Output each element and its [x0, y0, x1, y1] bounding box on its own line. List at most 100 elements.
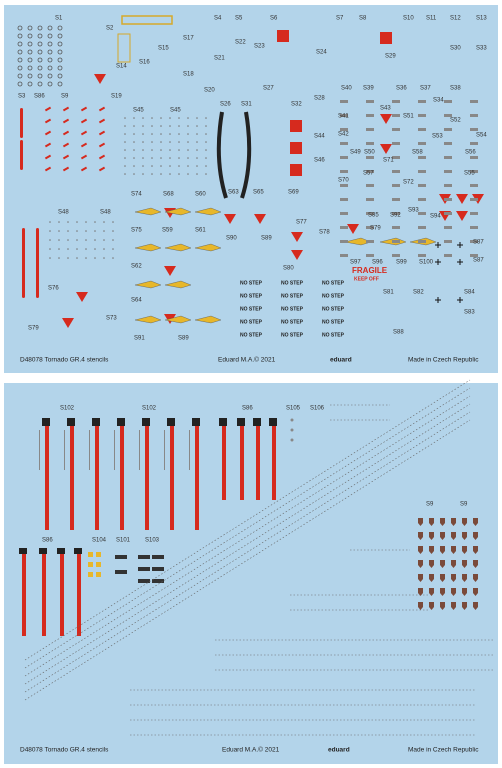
- dot: [49, 257, 51, 259]
- gray-glyph: [444, 170, 452, 173]
- gray-glyph: [340, 226, 348, 229]
- mini-glyph: [17, 41, 23, 47]
- gray-glyph: [340, 156, 348, 159]
- decal-number: S30: [450, 46, 461, 52]
- gray-line: [189, 430, 190, 470]
- decal-number: S10: [403, 16, 414, 22]
- dot: [133, 173, 135, 175]
- decal-number: S14: [116, 64, 127, 70]
- dot: [94, 221, 96, 223]
- mini-glyph: [47, 41, 53, 47]
- dot: [196, 149, 198, 151]
- dot: [124, 141, 126, 143]
- decal-number: S19: [111, 94, 122, 100]
- black-strip: [240, 111, 252, 199]
- decal-number: S55: [464, 171, 475, 177]
- red-triangle: [254, 214, 266, 224]
- mini-glyph: [57, 57, 63, 63]
- red-strip: [222, 426, 226, 500]
- red-stencil: [62, 130, 70, 136]
- wing-decal: [194, 207, 222, 216]
- red-stencil: [44, 166, 52, 172]
- dot: [205, 141, 207, 143]
- dot: [169, 133, 171, 135]
- strip-cap: [19, 548, 27, 554]
- decal-number: S93: [408, 208, 419, 214]
- red-triangle: [62, 318, 74, 328]
- gray-glyph: [366, 198, 374, 201]
- red-strip: [70, 426, 74, 530]
- red-triangle: [456, 194, 468, 204]
- strip-cap: [67, 418, 75, 426]
- decal-number: S28: [314, 96, 325, 102]
- decal-number: S97: [350, 260, 361, 266]
- mini-glyph: [37, 33, 43, 39]
- mini-glyph: [17, 73, 23, 79]
- red-strip: [42, 554, 46, 636]
- dot: [169, 165, 171, 167]
- wing-decal: [194, 315, 222, 324]
- yellow-tab: [96, 552, 101, 557]
- dot: [169, 157, 171, 159]
- dot: [187, 149, 189, 151]
- mini-glyph: [37, 65, 43, 71]
- mini-glyph: [47, 33, 53, 39]
- red-stencil: [44, 106, 52, 112]
- decal-number: S63: [228, 190, 239, 196]
- red-triangle: [224, 214, 236, 224]
- red-stencil: [62, 142, 70, 148]
- gray-glyph: [470, 226, 478, 229]
- gray-glyph: [418, 212, 426, 215]
- cross: [457, 242, 463, 248]
- yellow-tab: [96, 562, 101, 567]
- decal-number: S76: [48, 286, 59, 292]
- dot: [85, 221, 87, 223]
- red-strip: [60, 554, 64, 636]
- dotted-line: [24, 419, 471, 701]
- decal-number: S72: [403, 180, 414, 186]
- decal-number: S49: [350, 150, 361, 156]
- decal-number: S91: [134, 336, 145, 342]
- sheet-top: [4, 5, 498, 373]
- decal-number: S90: [226, 236, 237, 242]
- brown-icon: [429, 588, 434, 596]
- decal-number: S77: [296, 220, 307, 226]
- gray-glyph: [444, 128, 452, 131]
- red-stencil: [62, 166, 70, 172]
- dot: [160, 141, 162, 143]
- gray-glyph: [444, 156, 452, 159]
- brown-icon: [429, 546, 434, 554]
- dot: [160, 165, 162, 167]
- dot: [124, 125, 126, 127]
- decal-number: S56: [465, 150, 476, 156]
- dot: [133, 165, 135, 167]
- wing-decal: [164, 315, 192, 324]
- decal-number: S100: [419, 260, 434, 266]
- brown-icon: [440, 574, 445, 582]
- dot: [142, 133, 144, 135]
- gray-glyph: [470, 170, 478, 173]
- decal-number: S11: [426, 16, 437, 22]
- red-strip: [145, 426, 149, 530]
- no-step: NO STEP: [240, 280, 263, 286]
- gray-glyph: [444, 212, 452, 215]
- gray-glyph: [444, 226, 452, 229]
- gray-glyph: [444, 198, 452, 201]
- sheet-bottom: [4, 383, 498, 764]
- gray-dot: [290, 438, 294, 442]
- red-triangle: [380, 114, 392, 124]
- decal-number: S92: [390, 213, 401, 219]
- black-tab: [138, 567, 150, 571]
- no-step: NO STEP: [322, 280, 345, 286]
- dot: [187, 173, 189, 175]
- dot: [196, 117, 198, 119]
- dot: [67, 230, 69, 232]
- dot: [133, 117, 135, 119]
- dot: [169, 117, 171, 119]
- dot: [169, 141, 171, 143]
- decal-number: S53: [432, 134, 443, 140]
- brown-icon: [440, 532, 445, 540]
- red-triangle: [291, 232, 303, 242]
- black-tab: [115, 570, 127, 574]
- gray-glyph: [444, 184, 452, 187]
